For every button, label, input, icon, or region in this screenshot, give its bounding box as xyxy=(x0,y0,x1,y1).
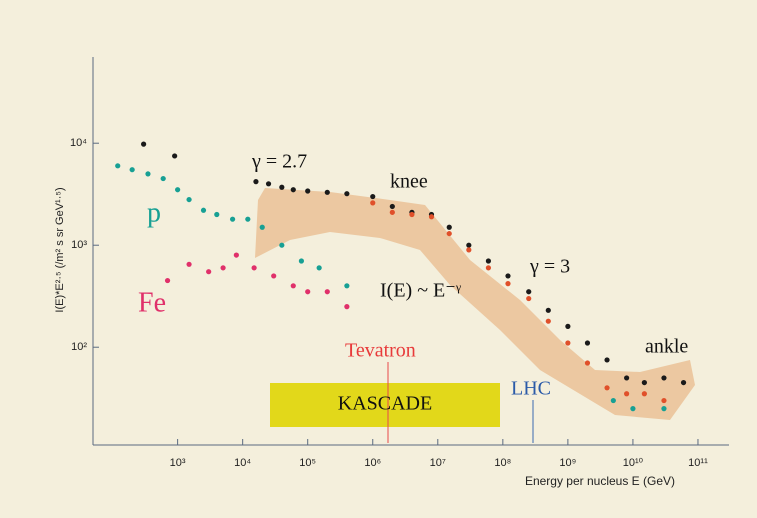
x-tick-label: 10⁴ xyxy=(234,457,251,469)
data-point xyxy=(172,153,178,159)
data-point xyxy=(164,277,171,284)
data-point xyxy=(251,265,257,271)
x-tick-label: 10¹¹ xyxy=(688,457,708,469)
data-point xyxy=(245,216,251,222)
data-point xyxy=(466,242,472,248)
fe-label: Fe xyxy=(138,287,166,318)
data-point xyxy=(305,289,311,295)
data-point xyxy=(630,406,636,412)
data-point xyxy=(141,141,147,147)
data-point xyxy=(485,265,492,271)
annotation: knee xyxy=(390,171,428,193)
p-label: p xyxy=(147,197,161,228)
annotation: LHC xyxy=(511,378,551,400)
data-point xyxy=(160,175,166,182)
data-point xyxy=(610,397,616,404)
data-point xyxy=(428,214,435,220)
data-point xyxy=(485,258,492,264)
annotation: γ = 3 xyxy=(529,256,570,278)
annotation: KASCADE xyxy=(338,393,432,415)
y-tick-label: 10⁴ xyxy=(70,137,87,149)
data-point xyxy=(115,163,121,169)
data-point xyxy=(290,187,296,193)
y-axis-title: I(E)*E²·⁵ (/m² s sr GeV¹·⁵) xyxy=(54,187,66,312)
data-point xyxy=(344,191,350,197)
data-point xyxy=(624,391,630,397)
data-point xyxy=(604,357,610,363)
data-point xyxy=(129,167,135,173)
data-point xyxy=(175,187,181,193)
data-point xyxy=(279,242,285,248)
data-point xyxy=(584,340,591,346)
data-point xyxy=(344,283,350,289)
data-point xyxy=(604,385,610,391)
data-point xyxy=(279,184,285,190)
data-point xyxy=(661,375,667,381)
data-point xyxy=(214,211,220,218)
data-point xyxy=(265,181,272,187)
data-point xyxy=(565,340,571,346)
annotation: ankle xyxy=(645,336,688,358)
data-point xyxy=(316,265,322,271)
data-point xyxy=(298,258,305,264)
data-point xyxy=(305,188,311,194)
x-tick-label: 10⁵ xyxy=(299,457,316,469)
annotation: γ = 2.7 xyxy=(251,151,307,173)
data-point xyxy=(253,179,259,185)
data-point xyxy=(271,273,277,279)
x-tick-label: 10³ xyxy=(170,457,186,469)
data-point xyxy=(641,379,647,386)
annotation: I(E) ~ E⁻ᵞ xyxy=(380,280,462,302)
y-tick-label: 10³ xyxy=(71,239,87,251)
data-point xyxy=(505,281,511,287)
data-point xyxy=(446,230,452,237)
data-point xyxy=(186,196,192,203)
data-point xyxy=(446,224,452,230)
data-point xyxy=(505,273,511,279)
data-point xyxy=(526,295,532,302)
data-point xyxy=(370,200,376,206)
data-point xyxy=(220,265,226,271)
x-axis-title: Energy per nucleus E (GeV) xyxy=(525,474,675,488)
data-point xyxy=(526,289,532,295)
data-point xyxy=(466,247,472,253)
data-point xyxy=(344,304,350,310)
y-tick-label: 10² xyxy=(71,341,87,353)
x-tick-label: 10¹⁰ xyxy=(623,457,644,469)
kascade-box xyxy=(270,383,500,427)
data-point xyxy=(409,211,415,218)
data-point xyxy=(290,283,296,289)
spectrum-band xyxy=(255,188,695,420)
data-point xyxy=(680,379,687,386)
data-point xyxy=(206,269,212,275)
annotation: Tevatron xyxy=(345,340,416,362)
x-tick-label: 10⁷ xyxy=(430,457,446,469)
data-point xyxy=(661,397,667,404)
data-point xyxy=(145,171,151,177)
data-point xyxy=(370,193,376,200)
data-point xyxy=(324,289,330,295)
data-point xyxy=(661,406,667,412)
data-point xyxy=(200,207,207,213)
data-point xyxy=(584,360,591,366)
x-tick-label: 10⁶ xyxy=(364,457,381,469)
data-point xyxy=(259,224,265,230)
data-point xyxy=(624,375,630,381)
data-point xyxy=(565,323,571,329)
data-point xyxy=(389,209,395,215)
data-point xyxy=(324,189,330,195)
data-point xyxy=(186,261,192,267)
data-point xyxy=(229,216,236,222)
data-point xyxy=(233,252,239,258)
x-tick-label: 10⁹ xyxy=(559,457,576,469)
data-point xyxy=(389,203,395,210)
data-point xyxy=(641,391,647,397)
data-point xyxy=(545,318,551,324)
data-point xyxy=(545,307,551,313)
x-tick-label: 10⁸ xyxy=(494,457,511,469)
